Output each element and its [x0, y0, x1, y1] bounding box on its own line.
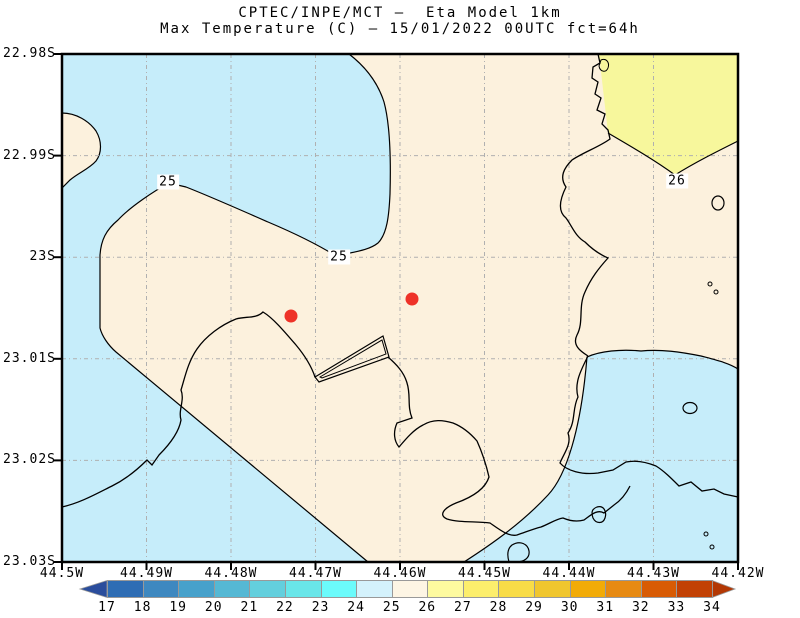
lon-tick-label: 44.47W [289, 566, 342, 581]
colorbar-value-label: 25 [382, 600, 401, 615]
station-markers [284, 292, 419, 323]
colorbar-cell [249, 580, 286, 598]
colorbar-cell [178, 580, 215, 598]
colorbar-cell [356, 580, 393, 598]
colorbar-cell [284, 580, 322, 598]
lon-tick-label: 44.42W [711, 566, 765, 581]
colorbar-arrow-left [78, 579, 108, 599]
chart-subtitle: Max Temperature (C) — 15/01/2022 00UTC f… [160, 21, 640, 37]
island-yellow-blob [598, 59, 609, 72]
colorbar-value-label: 19 [169, 600, 187, 615]
colorbar-cell [142, 580, 180, 598]
island-east-oval [711, 195, 725, 211]
lon-tick-label: 44.46W [373, 566, 427, 581]
lon-tick-label: 44.44W [542, 566, 596, 581]
island-speck-3 [703, 531, 709, 537]
colorbar-value-label: 18 [133, 600, 152, 615]
lat-tick-label: 22.98S [3, 46, 56, 61]
region-below-25-main [62, 54, 391, 562]
colorbar-value-label: 24 [347, 600, 365, 615]
colorbar-value-label: 23 [311, 600, 330, 615]
lat-tick-label: 23.03S [3, 554, 56, 569]
colorbar-value-label: 20 [204, 600, 223, 615]
colorbar-cell [462, 580, 500, 598]
island-speck-1 [707, 281, 713, 287]
lon-tick-label: 44.45W [458, 566, 511, 581]
colorbar-cell [640, 580, 678, 598]
colorbar-value-label: 21 [240, 600, 259, 615]
boundary-canal-strip-inner [318, 339, 387, 379]
colorbar-value-label: 28 [489, 600, 508, 615]
lon-tick-label: 44.5W [39, 566, 85, 581]
lat-tick-label: 23.02S [3, 452, 56, 468]
colorbar-value-label: 17 [98, 600, 116, 615]
colorbar-cell [534, 580, 571, 598]
island-speck-4 [709, 544, 715, 550]
colorbar-cell [498, 580, 536, 598]
contour-value-label: 26 [666, 173, 688, 189]
island-speck-2 [713, 289, 719, 295]
colorbar-value-label: 22 [276, 600, 294, 615]
boundary-east-loop-line [559, 53, 611, 357]
boundary-west-line [61, 311, 316, 508]
colorbar-cell [605, 580, 642, 598]
lon-tick-label: 44.49W [120, 566, 173, 581]
colorbar-value-label: 33 [667, 600, 686, 615]
colorbar-value-label: 29 [525, 600, 543, 615]
island-south-blob-1 [591, 506, 607, 524]
colorbar-value-label: 31 [596, 600, 615, 615]
lon-tick-label: 44.43W [627, 566, 680, 581]
colorbar-cell [569, 580, 607, 598]
colorbar-value-label: 32 [631, 600, 650, 615]
colorbar-value-label: 27 [454, 600, 472, 615]
colorbar-value-label: 26 [418, 600, 437, 615]
contour-value-label: 25 [157, 174, 179, 190]
lon-tick-label: 44.48W [204, 566, 258, 581]
colorbar-cell [107, 580, 144, 598]
plot-frame [60, 52, 740, 564]
region-26-27-northeast [599, 54, 738, 175]
boundary-canal-strip-outer [314, 335, 390, 383]
region-below-25-southeast [464, 350, 738, 562]
lat-tick-label: 22.99S [3, 147, 56, 163]
colorbar-cell [320, 580, 358, 598]
contour-value-label: 25 [328, 249, 350, 265]
boundary-southeast-line [559, 355, 739, 498]
axis-ticks [54, 53, 739, 570]
island-south-blob-2 [507, 542, 530, 563]
boundary-central-south-line [387, 356, 631, 536]
lat-tick-label: 23.01S [3, 350, 56, 366]
colorbar-value-label: 30 [560, 600, 579, 615]
lat-tick-label: 23S [29, 249, 56, 265]
colorbar-arrow-right [711, 579, 737, 599]
island-southeast-oval [682, 401, 698, 415]
station-marker-dot [405, 292, 419, 306]
colorbar-cell [676, 580, 713, 598]
colorbar-cell [213, 580, 251, 598]
contour-25-line [99, 53, 391, 563]
colorbar-cell [427, 580, 464, 598]
colorbar-value-label: 34 [703, 600, 721, 615]
graticule-grid [62, 54, 738, 562]
chart-title: CPTEC/INPE/MCT — Eta Model 1km [238, 5, 562, 21]
colorbar-cell [391, 580, 429, 598]
region-25-26-west-blob [61, 112, 102, 190]
station-marker-dot [284, 309, 298, 323]
